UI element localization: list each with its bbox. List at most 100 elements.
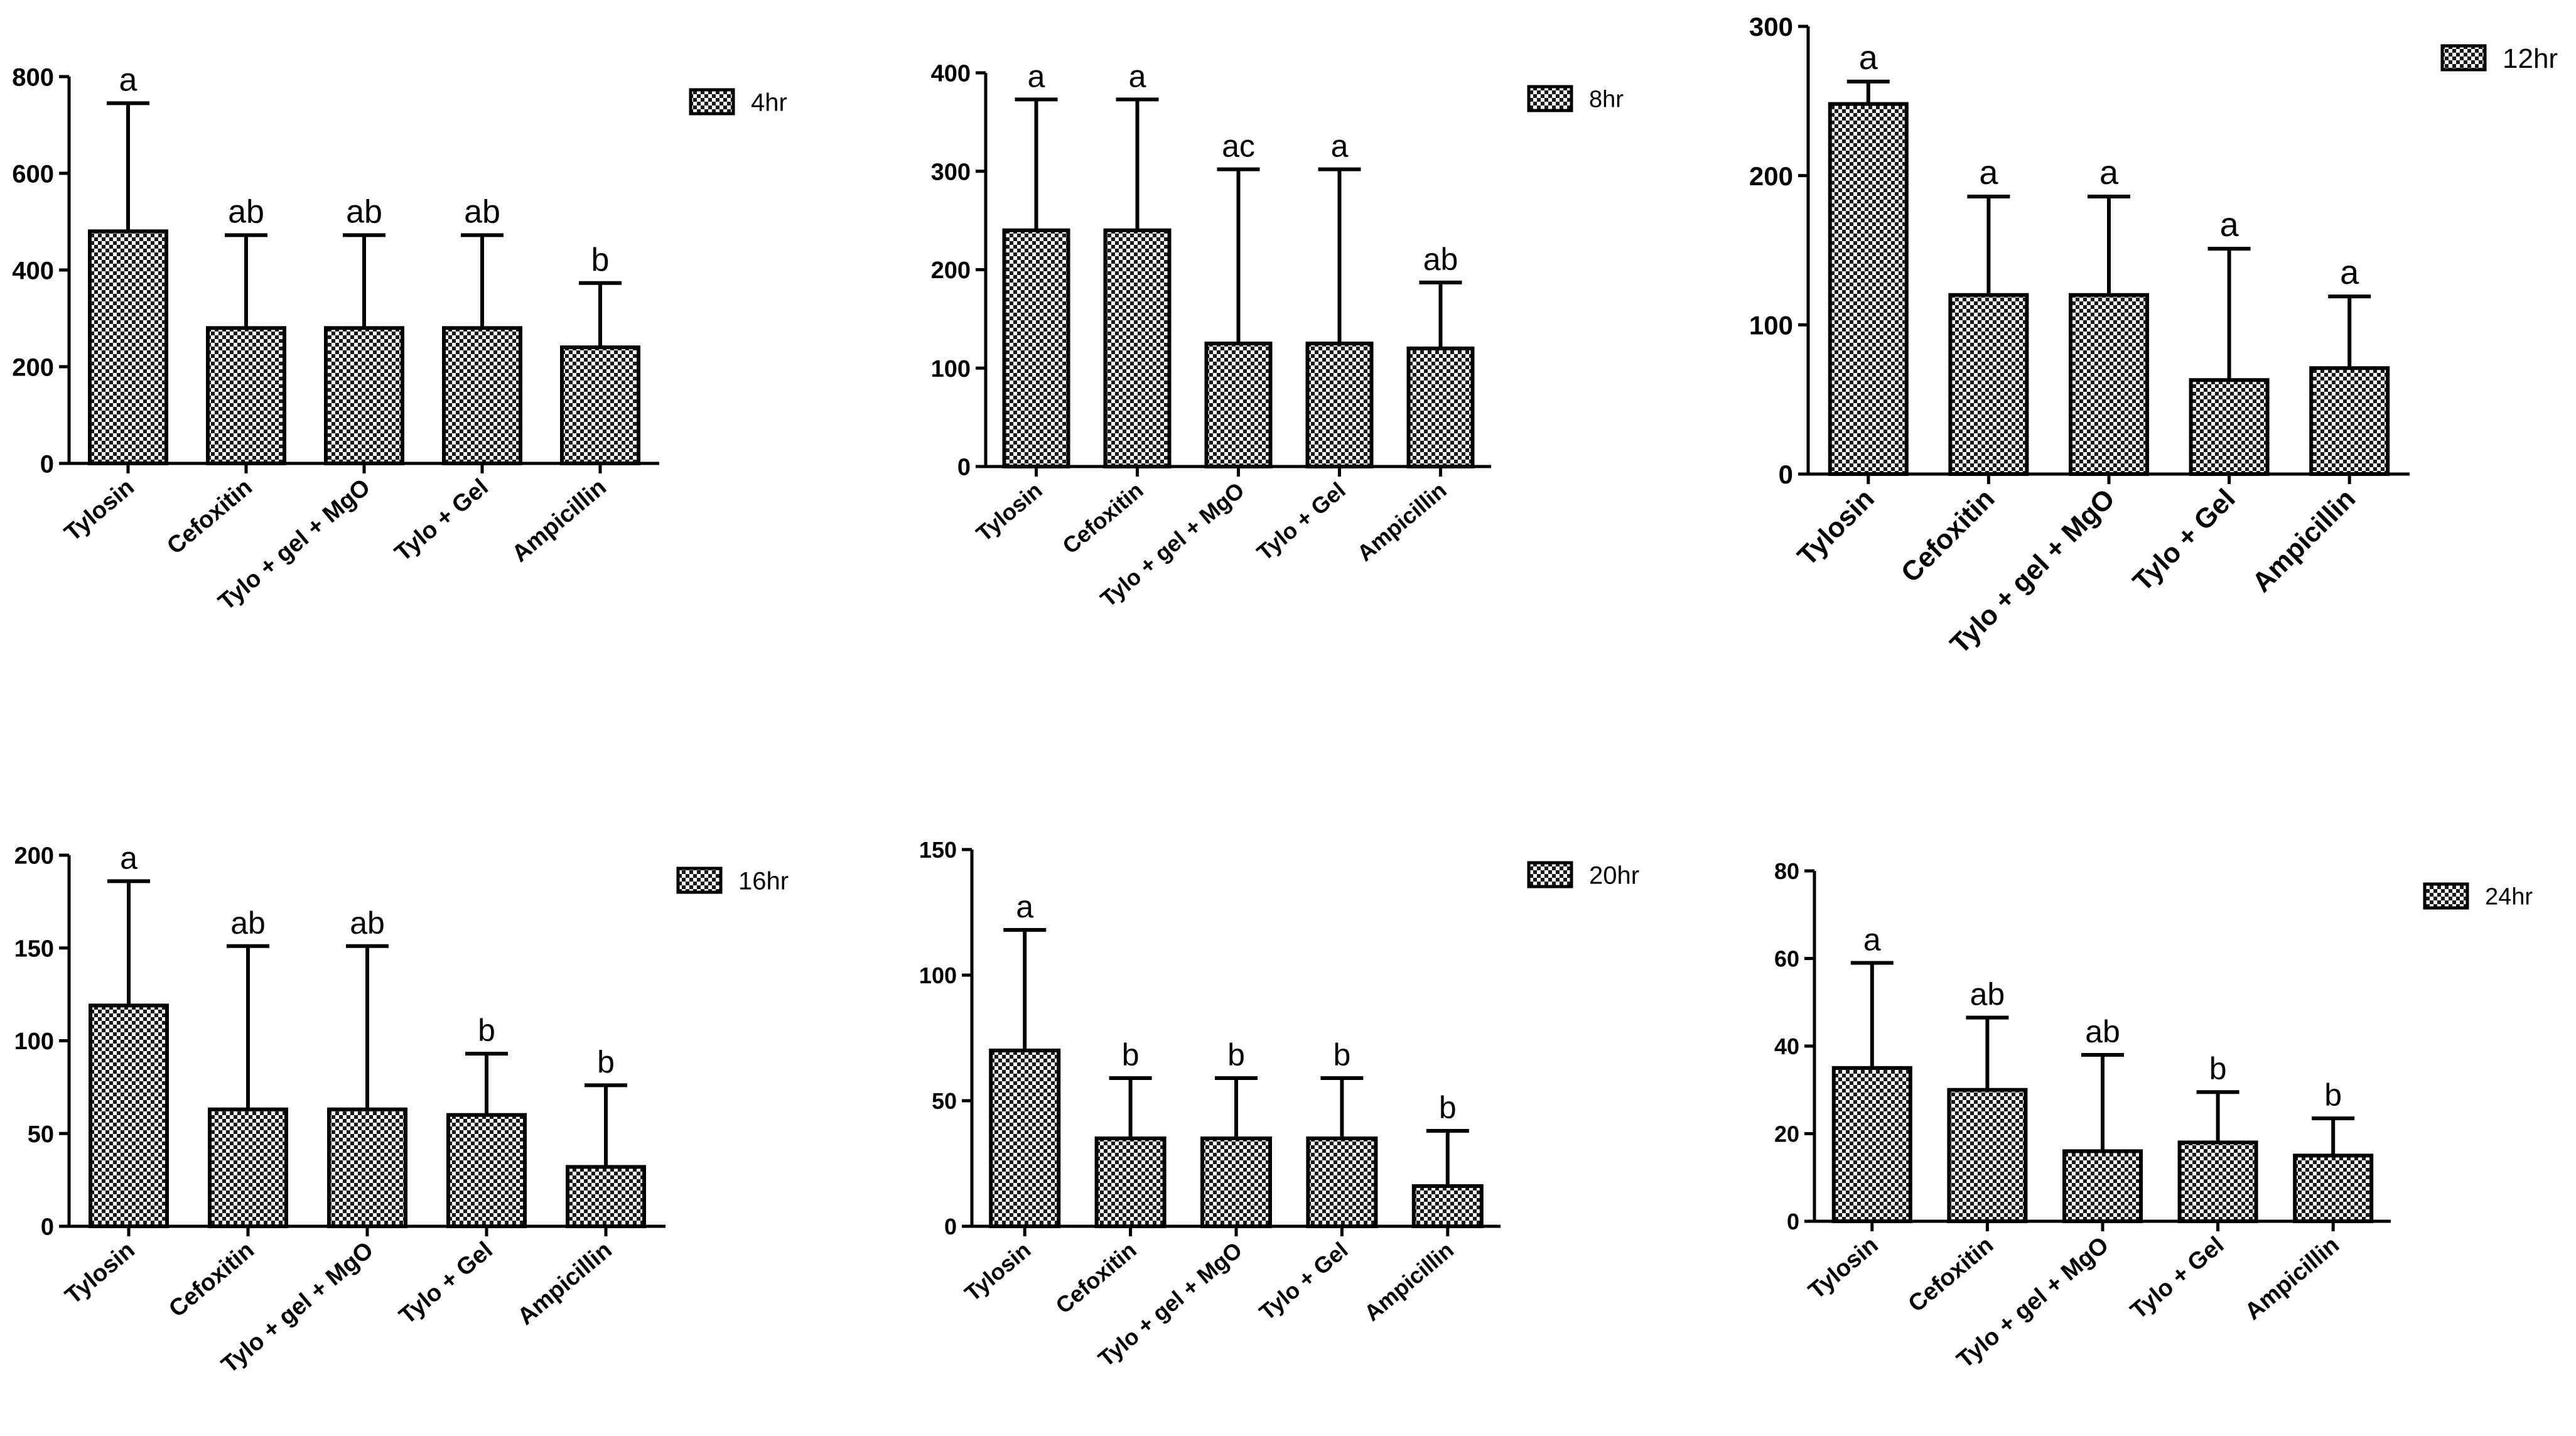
chart-panel-16hr: 0 50 100 150 200 a Tylosin ab Cefoxitin ab Tylo + …	[14, 840, 789, 1378]
significance-label-3: a	[1331, 129, 1349, 164]
category-label-4: Ampicillin	[2246, 483, 2361, 598]
category-label-4: Ampicillin	[2240, 1232, 2344, 1325]
y-tick-label: 150	[14, 936, 54, 962]
significance-label-2: ac	[1222, 129, 1255, 164]
significance-label-0: a	[1859, 39, 1878, 77]
category-label-4: Ampicillin	[1352, 477, 1452, 566]
significance-label-4: b	[591, 242, 610, 278]
category-label-3: Tylo + Gel	[394, 1237, 498, 1330]
significance-label-4: b	[1439, 1090, 1457, 1125]
significance-label-0: a	[120, 840, 137, 875]
category-label-0: Tylosin	[959, 1237, 1035, 1307]
y-tick-label: 100	[1749, 310, 1793, 340]
y-tick-label: 150	[919, 837, 957, 863]
y-tick-label: 300	[1749, 12, 1793, 41]
significance-label-3: b	[1333, 1037, 1350, 1072]
y-tick-label: 800	[12, 63, 54, 91]
y-tick-label: 200	[12, 354, 54, 381]
bar-0	[89, 1003, 169, 1228]
bar-3	[1306, 1136, 1378, 1228]
category-label-3: Tylo + Gel	[2127, 483, 2241, 597]
significance-label-0: a	[119, 62, 137, 98]
y-tick-label: 0	[944, 1214, 957, 1239]
bar-2	[1200, 1136, 1272, 1228]
legend-swatch	[1527, 85, 1573, 112]
significance-label-2: ab	[2085, 1014, 2120, 1049]
category-label-1: Cefoxitin	[164, 1237, 259, 1323]
bar-4	[1406, 346, 1475, 469]
category-label-0: Tylosin	[971, 477, 1047, 547]
y-tick-label: 20	[1774, 1121, 1799, 1147]
bar-2	[2069, 293, 2149, 476]
y-tick-label: 40	[1774, 1034, 1799, 1059]
category-label-4: Ampicillin	[513, 1237, 617, 1331]
bar-1	[1103, 228, 1172, 468]
bar-2	[1204, 342, 1273, 468]
bar-0	[1002, 228, 1070, 468]
significance-label-1: b	[1122, 1037, 1140, 1072]
bar-2	[327, 1107, 407, 1228]
y-tick-label: 60	[1774, 946, 1799, 971]
y-tick-label: 300	[931, 159, 971, 185]
y-tick-label: 100	[14, 1028, 54, 1055]
significance-label-4: a	[2340, 254, 2359, 291]
significance-label-1: a	[1979, 154, 1998, 192]
y-tick-label: 0	[957, 455, 971, 481]
legend-swatch	[2440, 44, 2487, 72]
bar-0	[1831, 1066, 1912, 1223]
bar-0	[1828, 102, 1909, 476]
y-tick-label: 0	[1787, 1209, 1799, 1234]
bar-4	[2309, 366, 2390, 476]
bar-0	[88, 229, 168, 465]
legend-label: 24hr	[2485, 884, 2533, 910]
bar-3	[446, 1113, 527, 1228]
legend-label: 4hr	[751, 89, 787, 116]
category-label-3: Tylo + Gel	[2126, 1232, 2229, 1325]
y-tick-label: 200	[1749, 161, 1793, 191]
bar-4	[560, 345, 640, 466]
significance-label-3: ab	[464, 194, 500, 230]
y-tick-label: 80	[1774, 858, 1799, 884]
bar-3	[442, 326, 522, 466]
y-tick-label: 100	[931, 356, 971, 382]
significance-label-4: b	[2324, 1077, 2342, 1113]
significance-label-4: ab	[1423, 242, 1458, 277]
significance-label-0: a	[1016, 889, 1033, 924]
category-label-1: Cefoxitin	[1895, 483, 2001, 588]
legend-label: 16hr	[738, 867, 789, 895]
y-tick-label: 200	[14, 843, 54, 870]
significance-label-2: a	[2099, 154, 2119, 192]
bar-3	[2177, 1140, 2258, 1223]
category-label-1: Cefoxitin	[162, 474, 257, 560]
y-tick-label: 50	[932, 1088, 957, 1114]
bar-4	[566, 1165, 646, 1228]
significance-label-3: b	[2209, 1051, 2227, 1086]
significance-label-2: ab	[346, 194, 382, 230]
y-tick-label: 400	[12, 257, 54, 284]
y-tick-label: 50	[28, 1121, 54, 1148]
legend-label: 8hr	[1589, 87, 1624, 113]
bar-1	[1947, 1088, 2028, 1223]
y-tick-label: 600	[12, 160, 54, 188]
significance-label-3: b	[478, 1013, 495, 1048]
y-tick-label: 200	[931, 257, 971, 284]
chart-panel-8hr: 0 100 200 300 400 a Tylosin a Cefoxitin ac Tylo + …	[931, 58, 1624, 612]
legend-swatch	[676, 866, 723, 894]
category-label-1: Cefoxitin	[1057, 477, 1148, 559]
legend-swatch	[2423, 882, 2469, 910]
y-tick-label: 400	[931, 61, 971, 87]
significance-label-1: ab	[230, 905, 266, 941]
category-label-4: Ampicillin	[1359, 1237, 1458, 1326]
category-label-0: Tylosin	[1804, 1232, 1883, 1305]
bar-4	[2293, 1153, 2374, 1223]
significance-label-0: a	[1863, 922, 1881, 957]
bar-1	[1948, 293, 2029, 476]
significance-label-0: a	[1028, 58, 1045, 94]
bar-4	[1411, 1184, 1484, 1228]
legend-label: 12hr	[2503, 43, 2558, 74]
y-tick-label: 0	[1779, 460, 1793, 489]
